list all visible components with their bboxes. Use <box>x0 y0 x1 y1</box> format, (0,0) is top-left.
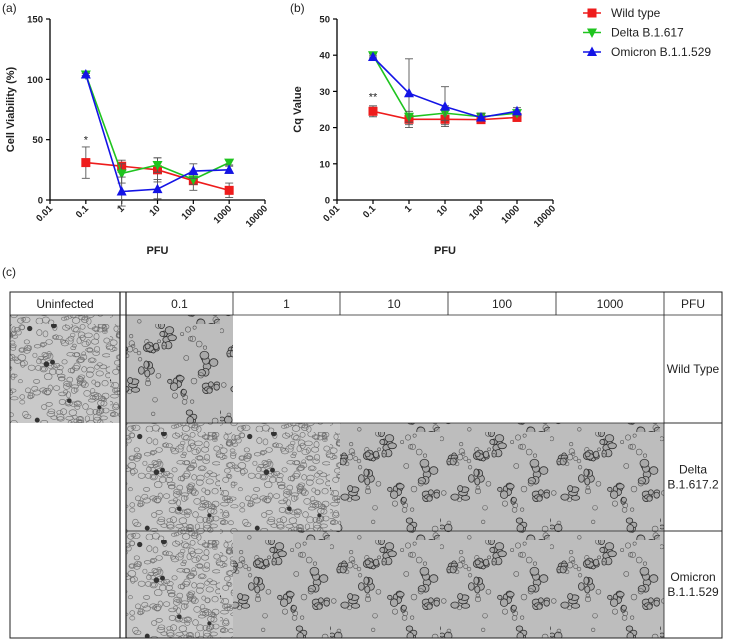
column-header: 0.1 <box>171 297 188 311</box>
panel-label: (c) <box>2 265 16 279</box>
marker <box>152 161 163 171</box>
y-tick-label: 20 <box>319 123 330 134</box>
micrograph <box>126 315 233 423</box>
x-tick-label: 100 <box>467 203 486 222</box>
x-tick-label: 0.1 <box>361 203 379 221</box>
marker <box>404 87 414 98</box>
legend-label: Delta B.1.617 <box>611 26 684 40</box>
marker <box>116 186 127 196</box>
annotation: ** <box>369 91 378 103</box>
micrograph <box>10 315 120 423</box>
micrograph <box>340 423 448 531</box>
x-tick-label: 0.1 <box>74 203 92 221</box>
x-axis-label: PFU <box>147 245 169 257</box>
x-tick-label: 10 <box>147 203 162 218</box>
marker <box>224 185 234 195</box>
micrograph <box>448 531 556 638</box>
panel-label: (b) <box>290 1 305 15</box>
micrograph <box>126 423 233 531</box>
row-header: Omicron <box>670 570 715 584</box>
y-tick-label: 30 <box>319 87 330 98</box>
y-tick-label: 40 <box>319 51 330 62</box>
marker <box>440 101 450 111</box>
x-tick-label: 100 <box>179 203 198 222</box>
legend-marker <box>587 8 597 18</box>
legend-label: Wild type <box>611 6 661 20</box>
row-header: B.1.617.2 <box>667 478 719 492</box>
row-header: Delta <box>679 463 707 477</box>
column-header: Uninfected <box>36 297 93 311</box>
column-header: 1 <box>283 297 290 311</box>
micrograph <box>233 531 340 638</box>
column-header: 10 <box>387 297 401 311</box>
micrograph <box>233 423 340 531</box>
micrograph <box>556 531 664 638</box>
annotation: * <box>84 134 89 146</box>
y-tick-label: 100 <box>27 75 43 86</box>
y-tick-label: 0 <box>325 196 330 207</box>
x-tick-label: 10000 <box>532 203 558 229</box>
marker <box>368 106 378 116</box>
x-tick-label: 10000 <box>244 203 270 229</box>
micrograph <box>340 531 448 638</box>
micrograph <box>448 423 556 531</box>
marker <box>81 158 91 168</box>
row-header: Wild Type <box>667 362 720 376</box>
marker <box>80 69 91 79</box>
marker <box>368 51 378 62</box>
marker <box>152 183 163 194</box>
column-header: 1000 <box>597 297 624 311</box>
y-tick-label: 10 <box>319 159 330 170</box>
series <box>369 54 521 129</box>
legend-label: Omicron B.1.1.529 <box>611 45 711 59</box>
y-axis-label: Cell Viability (%) <box>5 66 17 152</box>
y-tick-label: 0 <box>38 196 43 207</box>
column-header: PFU <box>681 297 705 311</box>
x-tick-label: 1 <box>403 203 415 215</box>
micrograph <box>556 423 664 531</box>
panel-label: (a) <box>2 1 17 15</box>
table-border <box>9 291 723 639</box>
legend-marker <box>587 46 597 56</box>
marker <box>224 158 235 169</box>
y-axis-label: Cq Value <box>292 86 304 132</box>
marker <box>224 164 235 174</box>
x-tick-label: 1000 <box>212 203 235 226</box>
x-tick-label: 10 <box>435 203 450 218</box>
legend-marker <box>587 28 597 38</box>
marker <box>188 165 199 176</box>
x-tick-label: 1000 <box>499 203 522 226</box>
micrograph <box>126 531 233 638</box>
marker <box>116 169 127 179</box>
y-tick-label: 150 <box>27 15 43 26</box>
x-axis-label: PFU <box>434 245 456 257</box>
row-header: B.1.1.529 <box>667 585 719 599</box>
y-tick-label: 50 <box>319 15 330 26</box>
marker <box>512 105 522 116</box>
y-tick-label: 50 <box>32 135 43 146</box>
column-header: 100 <box>492 297 512 311</box>
marker <box>476 111 486 122</box>
